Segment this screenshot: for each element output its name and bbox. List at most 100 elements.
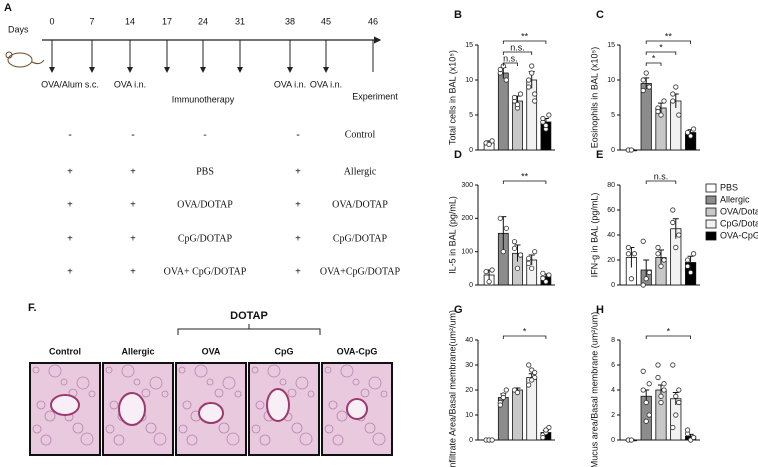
data-point [526, 255, 532, 261]
event-label: Immunotherapy [172, 94, 235, 104]
event-label: OVA i.n. [310, 79, 342, 89]
tissue [149, 376, 163, 390]
histology-image: Allergic [102, 346, 174, 456]
significance-bracket [502, 40, 547, 44]
day-label: 14 [125, 16, 135, 26]
tissue [299, 432, 313, 446]
table-cell: + [130, 166, 136, 177]
data-point [631, 251, 638, 257]
tissue [178, 366, 186, 374]
data-point [497, 402, 503, 408]
y-axis-label: IL-5 in BAL (pg/mL) [447, 196, 457, 274]
tissue [161, 390, 169, 398]
image-label: CpG [275, 346, 294, 356]
y-tick-label: 4 [611, 387, 615, 394]
data-point [655, 244, 661, 251]
table-cell: - [296, 129, 299, 140]
data-point [643, 418, 649, 424]
panel-letter: D [454, 149, 462, 161]
significance-label: n.s. [510, 42, 525, 52]
tissue [368, 376, 382, 390]
table-cell: + [67, 266, 73, 277]
table-cell: + [130, 266, 136, 277]
data-point [655, 251, 661, 257]
tissue [259, 434, 271, 446]
data-point [640, 282, 646, 288]
table-cell: CpG/DOTAP [333, 233, 388, 244]
legend-label: OVA-CpG/Dotap [720, 230, 758, 240]
event-label: OVA i.n. [114, 79, 146, 89]
data-point [546, 272, 552, 278]
table-cell: OVA/DOTAP [332, 199, 388, 210]
data-point [540, 270, 546, 276]
tissue [109, 400, 119, 410]
day-label: 31 [235, 16, 245, 26]
tissue [32, 366, 40, 374]
data-point [489, 437, 495, 443]
panel-letter: H [596, 304, 604, 316]
data-point [486, 141, 492, 147]
y-axis-label: IFN-g in BAL (pg/mL) [589, 193, 599, 278]
data-point [625, 244, 632, 251]
data-point [670, 219, 676, 226]
tissue [141, 388, 151, 398]
tissue [307, 390, 315, 398]
significance-bracket [502, 180, 547, 184]
tissue [324, 424, 334, 434]
data-point [673, 244, 679, 251]
tissue [340, 364, 354, 378]
y-tick-label: 2 [611, 412, 615, 419]
data-point [503, 387, 509, 393]
significance-bracket [645, 180, 677, 184]
data-point [500, 394, 506, 401]
data-point [486, 279, 492, 285]
y-tick-label: 40 [465, 337, 473, 344]
legend-swatch [705, 183, 717, 193]
data-point [489, 138, 495, 144]
significance-bracket [645, 51, 677, 55]
data-point [673, 412, 679, 418]
y-tick-label: 8 [611, 337, 615, 344]
day-label: 46 [368, 16, 378, 26]
data-point [690, 251, 697, 257]
data-point [640, 87, 646, 94]
bar [640, 83, 652, 151]
significance-bracket [502, 62, 518, 66]
panel-letter: A [4, 2, 12, 14]
data-point [640, 368, 646, 374]
day-label: 0 [49, 16, 54, 26]
data-point [529, 70, 535, 76]
data-point [543, 122, 549, 129]
event-label: Experiment [352, 91, 398, 101]
airway [198, 402, 224, 424]
airway [266, 388, 290, 422]
legend-swatch [705, 207, 717, 217]
tissue [206, 378, 214, 386]
table-cell: + [130, 199, 136, 210]
tissue [324, 366, 332, 374]
group-bracket [177, 324, 321, 335]
tissue [72, 422, 84, 434]
data-point [540, 115, 546, 122]
day-label: 45 [321, 16, 331, 26]
data-point [532, 369, 538, 376]
data-point [687, 133, 694, 139]
table-cell: + [67, 199, 73, 210]
data-point [511, 245, 518, 251]
tissue [32, 424, 42, 434]
data-point [483, 269, 489, 275]
data-point [658, 393, 664, 399]
tissue [113, 434, 125, 446]
panel-letter: B [454, 9, 462, 21]
table-cell: + [295, 166, 301, 177]
data-point [514, 389, 521, 396]
event-label: OVA/Alum s.c. [41, 79, 99, 89]
data-point [517, 252, 524, 258]
data-point [670, 207, 676, 213]
data-point [643, 399, 649, 406]
panel-letter: F. [28, 302, 37, 314]
significance-label: ** [521, 31, 529, 41]
tissue [287, 388, 297, 398]
tissue [380, 390, 388, 398]
significance-bracket [502, 51, 533, 55]
